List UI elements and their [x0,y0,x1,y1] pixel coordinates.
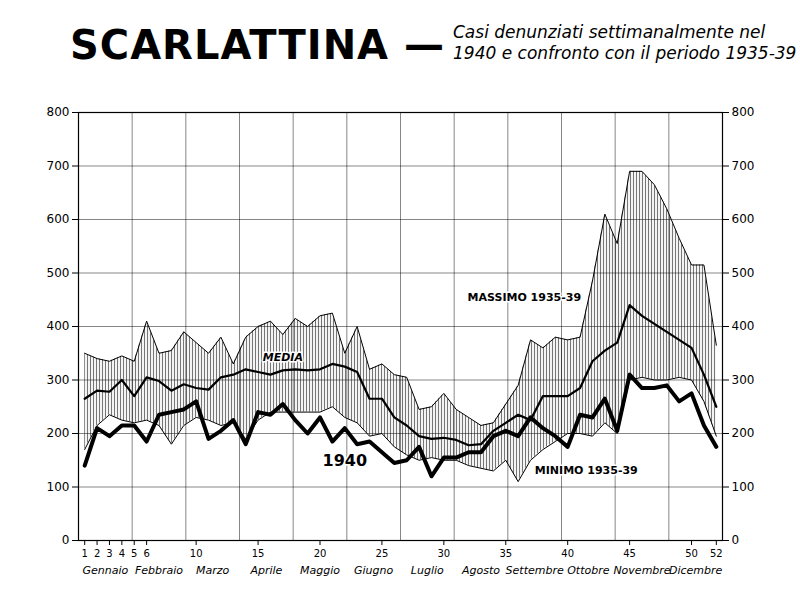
svg-text:Febbraio: Febbraio [135,564,183,577]
svg-text:100: 100 [47,480,70,494]
svg-text:10: 10 [190,548,203,559]
svg-text:45: 45 [623,548,636,559]
svg-text:6: 6 [143,548,149,559]
svg-text:Maggio: Maggio [300,564,340,577]
svg-text:4: 4 [119,548,125,559]
svg-text:Ottobre: Ottobre [567,564,610,577]
svg-text:0: 0 [732,533,740,547]
svg-text:0: 0 [62,533,70,547]
svg-text:Gennaio: Gennaio [82,564,128,577]
svg-text:100: 100 [732,480,755,494]
svg-text:400: 400 [732,319,755,333]
html-text:SCARLATTINA —: SCARLATTINA — [70,22,445,68]
svg-text:300: 300 [732,373,755,387]
svg-text:20: 20 [314,548,327,559]
svg-text:50: 50 [685,548,698,559]
svg-text:800: 800 [732,105,755,119]
svg-text:500: 500 [732,266,755,280]
svg-text:MINIMO 1935-39: MINIMO 1935-39 [535,464,638,477]
svg-text:MASSIMO 1935-39: MASSIMO 1935-39 [468,291,582,304]
svg-text:5: 5 [131,548,137,559]
svg-text:Novembre: Novembre [613,564,670,577]
svg-text:600: 600 [732,212,755,226]
svg-text:25: 25 [376,548,389,559]
svg-text:30: 30 [437,548,450,559]
svg-text:500: 500 [47,266,70,280]
svg-text:Luglio: Luglio [411,564,444,577]
svg-text:52: 52 [710,548,723,559]
svg-text:700: 700 [47,159,70,173]
svg-text:MEDIA: MEDIA [263,351,303,364]
svg-text:200: 200 [47,426,70,440]
html-text:Casi denunziati settimanalment: Casi denunziati settimanalmente nel 1940… [453,22,797,64]
svg-text:Settembre: Settembre [506,564,564,577]
svg-text:200: 200 [732,426,755,440]
svg-text:3: 3 [106,548,112,559]
svg-text:Dicembre: Dicembre [669,564,723,577]
svg-text:15: 15 [252,548,265,559]
svg-text:Agosto: Agosto [461,564,500,577]
svg-text:400: 400 [47,319,70,333]
svg-text:700: 700 [732,159,755,173]
svg-text:40: 40 [561,548,574,559]
svg-text:Giugno: Giugno [354,564,394,577]
svg-text:Marzo: Marzo [196,564,230,577]
svg-text:1940: 1940 [323,451,368,470]
svg-text:2: 2 [94,548,100,559]
svg-text:600: 600 [47,212,70,226]
svg-text:Aprile: Aprile [249,564,282,577]
svg-text:800: 800 [47,105,70,119]
svg-text:300: 300 [47,373,70,387]
svg-text:1: 1 [82,548,88,559]
svg-text:35: 35 [499,548,512,559]
